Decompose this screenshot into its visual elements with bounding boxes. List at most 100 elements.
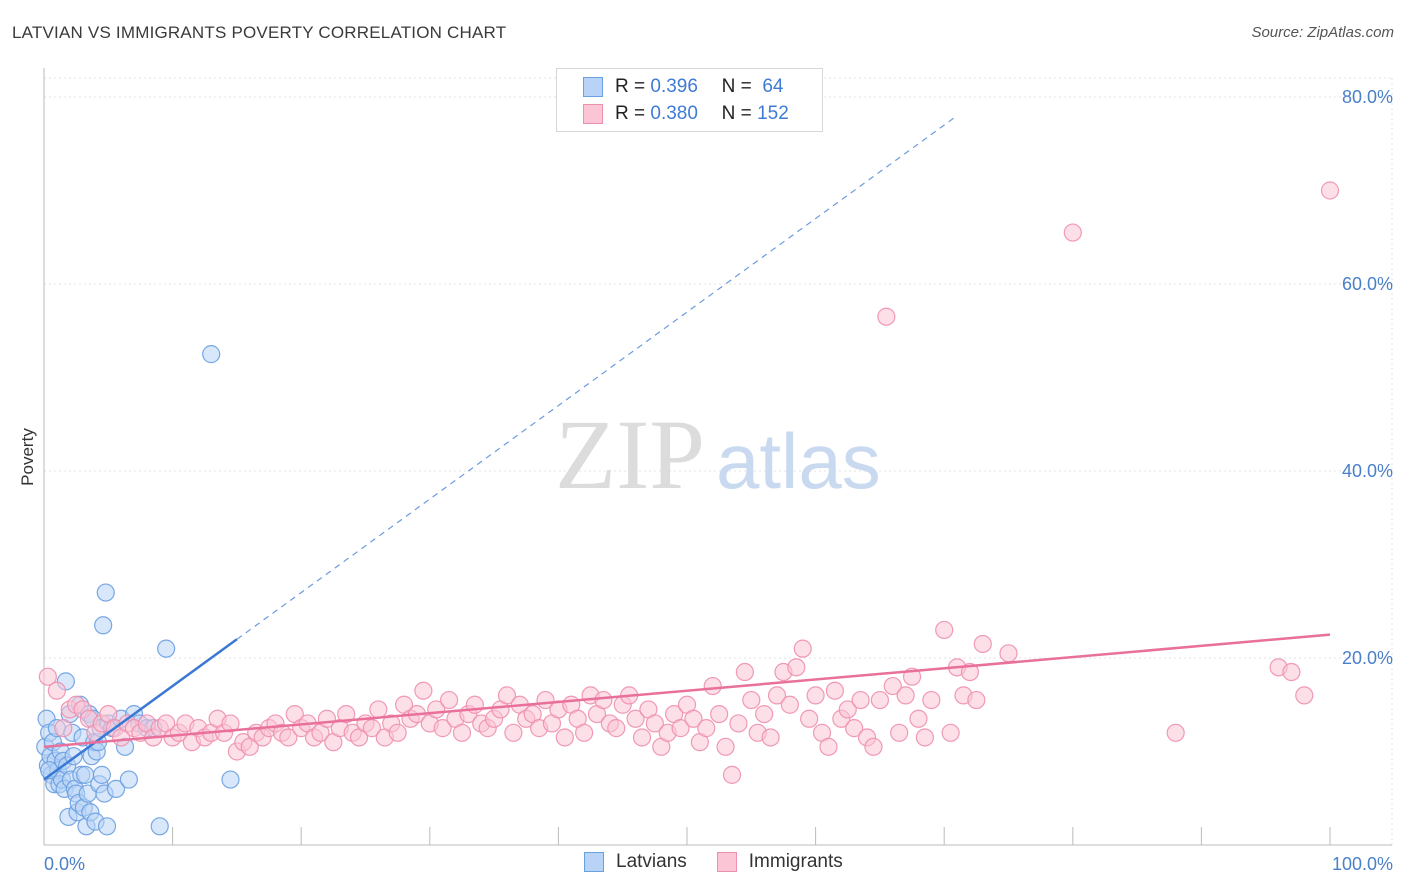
data-point[interactable] (150, 817, 169, 836)
data-point[interactable] (697, 719, 716, 738)
data-point[interactable] (896, 686, 915, 705)
data-point[interactable] (735, 662, 754, 682)
data-point[interactable] (845, 719, 864, 738)
source-credit: Source: ZipAtlas.com (1251, 24, 1394, 41)
data-point[interactable] (838, 700, 857, 719)
data-point[interactable] (504, 723, 523, 742)
data-point[interactable] (684, 709, 703, 728)
data-point[interactable] (47, 681, 66, 700)
data-point[interactable] (960, 662, 980, 682)
legend-row-latvians: R = 0.396 N = 64 (583, 74, 783, 100)
data-point[interactable] (722, 765, 742, 784)
trend-line-latvians (43, 638, 238, 781)
data-point[interactable] (793, 639, 812, 658)
data-point[interactable] (497, 686, 517, 705)
trend-line-immigrants (43, 633, 1331, 749)
watermark-zip: ZIP (555, 399, 705, 510)
data-point[interactable] (729, 714, 748, 733)
data-point[interactable] (742, 690, 761, 710)
tick-labels: 20.0% 40.0% 60.0% 80.0% 0.0% 100.0% (44, 87, 1393, 874)
data-point[interactable] (1166, 723, 1185, 742)
data-point[interactable] (935, 620, 954, 640)
data-point[interactable] (716, 737, 735, 756)
data-point[interactable] (106, 779, 126, 799)
chart-title: LATVIAN VS IMMIGRANTS POVERTY CORRELATIO… (12, 23, 507, 42)
data-point[interactable] (1063, 223, 1082, 242)
data-point[interactable] (909, 709, 928, 728)
data-point[interactable] (877, 307, 896, 326)
data-point[interactable] (1295, 686, 1314, 705)
data-point[interactable] (96, 583, 115, 602)
data-point[interactable] (645, 714, 664, 733)
legend-swatch-latvians (583, 77, 603, 97)
data-point[interactable] (279, 728, 298, 747)
data-point[interactable] (883, 676, 902, 696)
data-point[interactable] (626, 709, 645, 728)
data-point[interactable] (54, 719, 73, 738)
data-point[interactable] (941, 723, 960, 742)
data-point[interactable] (780, 695, 799, 714)
data-point[interactable] (999, 644, 1018, 663)
bottom-legend-label: Latvians (616, 851, 687, 872)
data-point[interactable] (414, 681, 433, 700)
data-point[interactable] (787, 658, 806, 677)
data-point[interactable] (973, 634, 992, 654)
data-point[interactable] (825, 681, 844, 700)
data-point[interactable] (202, 345, 221, 364)
data-point[interactable] (157, 639, 176, 658)
data-point[interactable] (555, 728, 574, 747)
legend-n-value: 152 (757, 103, 789, 124)
data-point[interactable] (439, 690, 459, 710)
data-point[interactable] (594, 690, 613, 710)
legend-r-value: 0.380 (650, 103, 698, 124)
data-point[interactable] (870, 690, 890, 710)
data-point[interactable] (755, 704, 774, 724)
data-point[interactable] (703, 676, 722, 696)
legend-n-value: 64 (762, 76, 784, 97)
legend-swatch-immigrants (583, 104, 603, 124)
data-point[interactable] (452, 723, 472, 742)
data-point[interactable] (967, 690, 986, 710)
data-point[interactable] (607, 719, 626, 738)
bottom-legend-latvians[interactable]: Latvians (584, 851, 687, 873)
data-point[interactable] (1282, 662, 1301, 682)
data-point[interactable] (38, 667, 57, 686)
data-point[interactable] (221, 714, 240, 733)
data-point[interactable] (819, 737, 838, 756)
data-point[interactable] (575, 723, 594, 742)
y-axis-title: Poverty (18, 428, 37, 486)
data-point[interactable] (767, 686, 787, 705)
y-tick-label: 40.0% (1342, 461, 1393, 481)
data-point[interactable] (119, 770, 138, 789)
legend-r-label: R = (615, 103, 646, 124)
data-point[interactable] (761, 728, 780, 747)
data-point[interactable] (337, 704, 356, 724)
legend-r-label: R = (615, 76, 646, 97)
legend-n-label: N = (721, 103, 752, 124)
data-point[interactable] (221, 770, 240, 789)
data-point[interactable] (632, 728, 652, 747)
data-point[interactable] (864, 737, 883, 756)
data-point[interactable] (92, 765, 111, 784)
data-point[interactable] (94, 616, 113, 635)
data-point[interactable] (915, 728, 935, 747)
data-point[interactable] (710, 704, 729, 724)
bottom-legend-immigrants[interactable]: Immigrants (716, 851, 843, 873)
data-point[interactable] (806, 686, 825, 705)
data-point[interactable] (433, 719, 452, 738)
y-tick-label: 80.0% (1342, 87, 1393, 107)
data-point[interactable] (97, 817, 117, 836)
data-point[interactable] (1320, 181, 1340, 200)
data-point[interactable] (362, 719, 382, 738)
data-point[interactable] (388, 723, 407, 742)
data-point[interactable] (922, 690, 941, 710)
data-point[interactable] (369, 700, 388, 719)
data-point[interactable] (800, 709, 819, 728)
y-tick-label: 20.0% (1342, 648, 1393, 668)
x-tick-label: 100.0% (1332, 854, 1393, 874)
data-point[interactable] (671, 719, 690, 738)
data-point[interactable] (890, 723, 909, 742)
watermark-atlas: atlas (716, 417, 881, 505)
data-point[interactable] (851, 690, 870, 710)
